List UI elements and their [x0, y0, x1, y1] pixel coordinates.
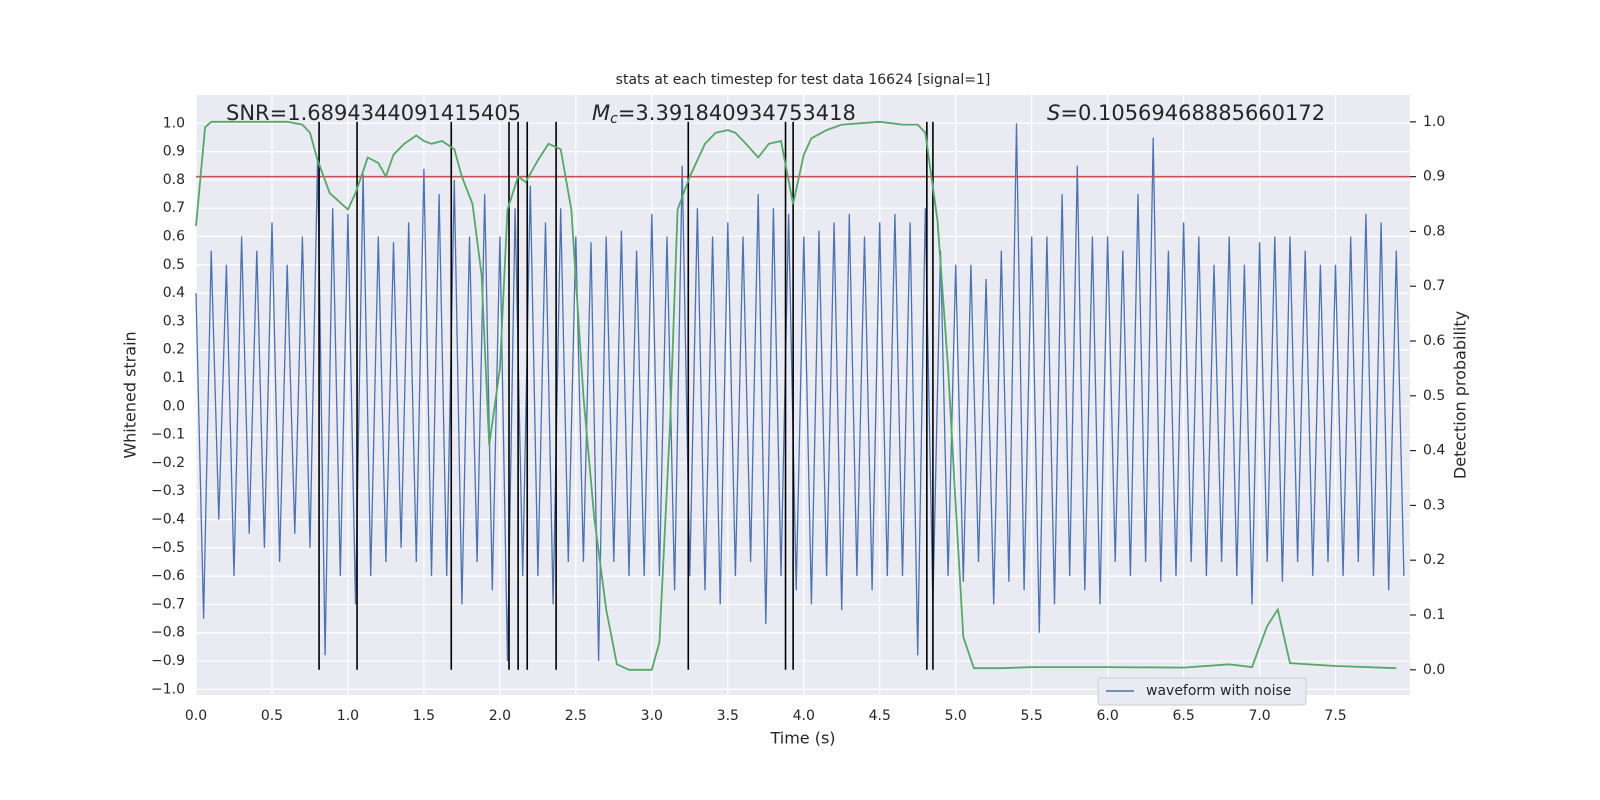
annotation: S=0.10569468885660172 — [1047, 101, 1325, 125]
annotation-symbol: M — [592, 101, 610, 125]
y-tick-label: −0.1 — [151, 427, 185, 443]
y-tick-label: 0.7 — [163, 200, 185, 216]
x-tick-label: 6.0 — [1097, 708, 1119, 724]
legend-label: waveform with noise — [1146, 683, 1291, 699]
y-tick-label: −0.3 — [151, 483, 185, 499]
y2-tick-label: 0.0 — [1423, 662, 1445, 678]
legend: waveform with noise — [1097, 677, 1307, 706]
x-tick-label: 4.5 — [869, 708, 891, 724]
y-tick-label: 0.0 — [163, 398, 185, 414]
y-tick-label: 0.4 — [163, 285, 185, 301]
y2-tick-label: 0.3 — [1423, 497, 1445, 513]
x-tick-label: 7.0 — [1248, 708, 1270, 724]
x-tick-label: 2.5 — [565, 708, 587, 724]
y-tick-label: 0.3 — [163, 313, 185, 329]
annotation: Mc=3.391840934753418 — [592, 101, 856, 127]
y2-tick-label: 0.6 — [1423, 333, 1445, 349]
y2-tick-label: 0.1 — [1423, 607, 1445, 623]
x-tick-label: 3.5 — [717, 708, 739, 724]
x-tick-label: 5.5 — [1021, 708, 1043, 724]
probability-line — [195, 120, 1397, 671]
y-tick-label: 0.8 — [163, 172, 185, 188]
y-tick-label: 0.2 — [163, 342, 185, 358]
plot-area — [196, 95, 1410, 695]
y-tick-label: −1.0 — [151, 681, 185, 697]
y2-tick-label: 0.7 — [1423, 278, 1445, 294]
legend-box — [1097, 677, 1307, 706]
y-tick-label: 0.6 — [163, 229, 185, 245]
y-tick-label: −0.8 — [151, 625, 185, 641]
y-tick-label: −0.7 — [151, 596, 185, 612]
annotation-text: =0.10569468885660172 — [1060, 101, 1325, 125]
y-tick-label: −0.9 — [151, 653, 185, 669]
y2-tick-label: 0.5 — [1423, 388, 1445, 404]
y2-tick-label: 0.4 — [1423, 443, 1445, 459]
y2-tick-label: 0.9 — [1423, 169, 1445, 185]
x-tick-label: 1.0 — [337, 708, 359, 724]
y-tick-label: −0.6 — [151, 568, 185, 584]
y2-axis-label: Detection probability — [1451, 311, 1470, 479]
x-tick-label: 5.0 — [945, 708, 967, 724]
annotation-text: =3.391840934753418 — [618, 101, 856, 125]
x-tick-label: 7.5 — [1324, 708, 1346, 724]
x-tick-label: 4.0 — [793, 708, 815, 724]
chart-title: stats at each timestep for test data 166… — [616, 72, 991, 88]
annotation: SNR=1.6894344091415405 — [226, 101, 521, 125]
x-tick-label: 0.5 — [261, 708, 283, 724]
x-tick-label: 2.0 — [489, 708, 511, 724]
y2-tick-label: 1.0 — [1423, 114, 1445, 130]
y-axis-label: Whitened strain — [121, 331, 140, 458]
y-tick-label: 0.5 — [163, 257, 185, 273]
x-tick-label: 0.0 — [185, 708, 207, 724]
y2-tick-label: 0.8 — [1423, 223, 1445, 239]
annotation-subscript: c — [610, 111, 618, 127]
waveform-line — [195, 123, 1405, 662]
y-tick-label: 0.9 — [163, 144, 185, 160]
y2-tick-label: 0.2 — [1423, 552, 1445, 568]
y-tick-label: 0.1 — [163, 370, 185, 386]
x-axis-label: Time (s) — [769, 729, 835, 748]
x-tick-label: 6.5 — [1172, 708, 1194, 724]
y-tick-label: −0.4 — [151, 512, 185, 528]
x-tick-label: 3.0 — [641, 708, 663, 724]
x-tick-label: 1.5 — [413, 708, 435, 724]
y-tick-label: −0.2 — [151, 455, 185, 471]
y-tick-label: −0.5 — [151, 540, 185, 556]
annotation-symbol: S — [1047, 101, 1060, 125]
y-tick-label: 1.0 — [163, 115, 185, 131]
